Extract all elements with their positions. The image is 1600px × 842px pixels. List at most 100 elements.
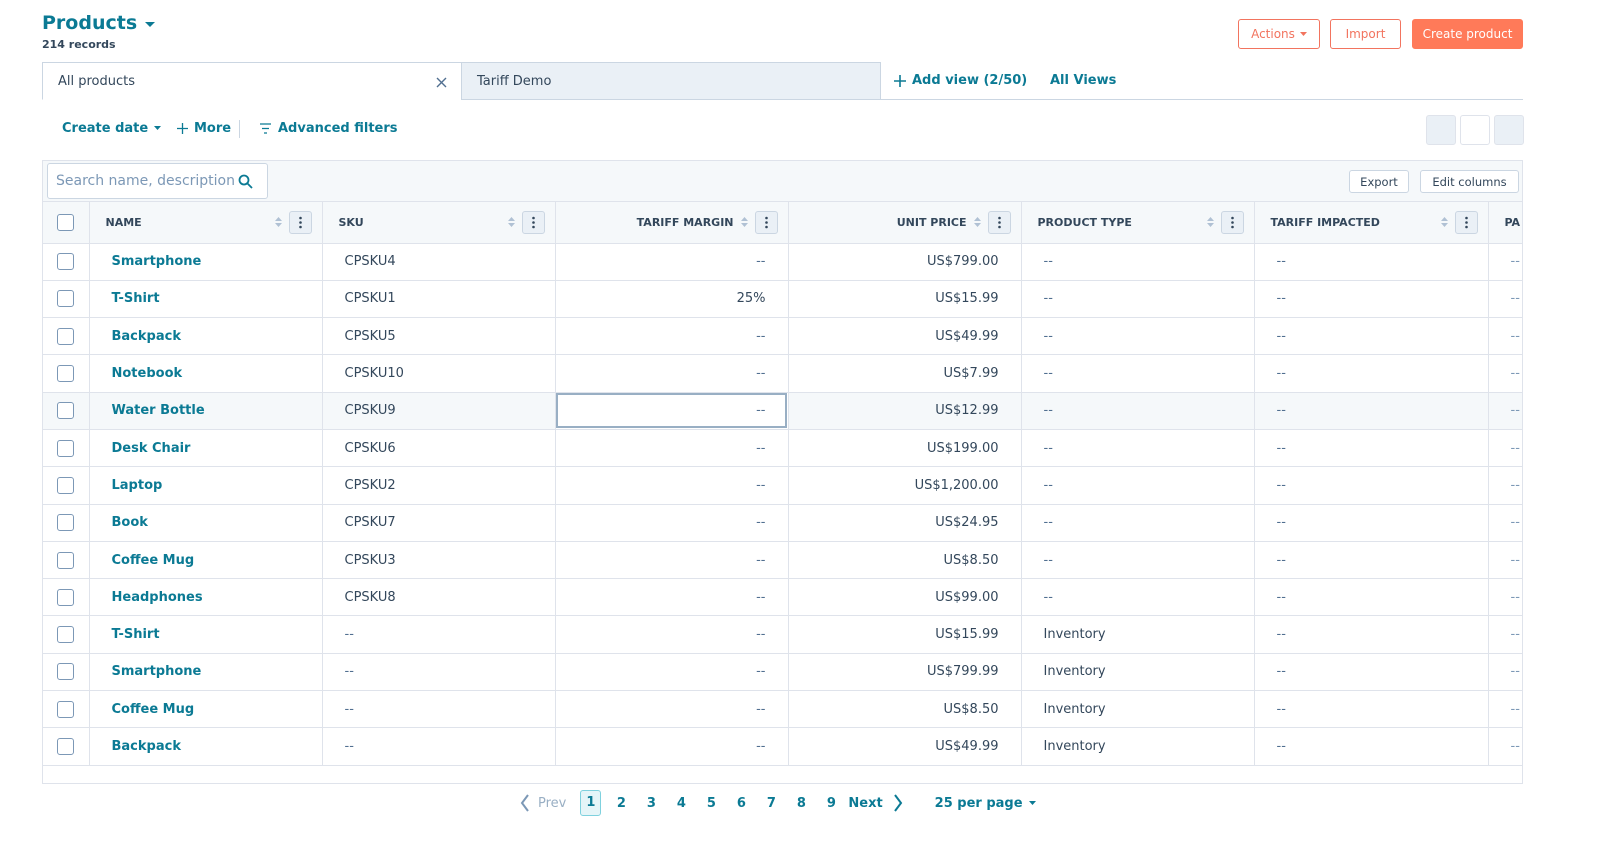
product-name-link[interactable]: Coffee Mug	[89, 541, 323, 580]
product-name-link[interactable]: Book	[89, 504, 323, 542]
save-button[interactable]	[1494, 115, 1524, 145]
all-views[interactable]: All Views	[1050, 73, 1117, 88]
per-page-select[interactable]: 25 per page	[935, 796, 1036, 811]
column-header[interactable]: TARIFF MARGIN	[555, 202, 789, 244]
table-cell: --	[1254, 354, 1489, 393]
product-name-link[interactable]: Desk Chair	[89, 429, 323, 468]
page-number[interactable]: 2	[616, 795, 626, 811]
table-row: Smartphone -- -- US$799.99 Inventory -- --	[43, 653, 1522, 692]
tab[interactable]: All products	[42, 62, 462, 100]
more-filter[interactable]: More	[177, 121, 231, 136]
checkbox[interactable]	[57, 700, 75, 718]
table-cell: CPSKU5	[322, 317, 556, 356]
checkbox[interactable]	[57, 476, 75, 494]
import-button[interactable]: Import	[1330, 19, 1401, 49]
checkbox[interactable]	[57, 213, 75, 231]
table-cell: US$799.00	[788, 243, 1022, 281]
table-cell: --	[1488, 504, 1522, 542]
checkbox[interactable]	[57, 588, 75, 606]
actions-button[interactable]: Actions	[1238, 19, 1320, 49]
page-number[interactable]: 8	[796, 795, 806, 811]
product-name-link[interactable]: Backpack	[89, 727, 323, 766]
prev-button[interactable]: Prev	[520, 794, 566, 812]
column-header[interactable]: PRODUCT TYPE	[1021, 202, 1255, 244]
export-button[interactable]: Export	[1349, 170, 1409, 193]
product-name-link[interactable]: T-Shirt	[89, 280, 323, 319]
page-number[interactable]: 1	[580, 790, 602, 816]
column-menu[interactable]	[1220, 211, 1244, 234]
column-header[interactable]: UNIT PRICE	[788, 202, 1022, 244]
checkbox[interactable]	[57, 365, 75, 383]
table-cell: --	[555, 541, 789, 580]
column-menu[interactable]	[987, 211, 1011, 234]
checkbox[interactable]	[57, 327, 75, 345]
table-cell: --	[555, 690, 789, 729]
tab[interactable]: Tariff Demo	[461, 62, 881, 100]
column-label: SKU	[338, 215, 364, 229]
product-name-link[interactable]: Backpack	[89, 317, 323, 356]
sort-icon[interactable]	[740, 216, 748, 229]
create-date-filter[interactable]: Create date	[62, 121, 162, 136]
chevron-left	[520, 794, 529, 812]
add-view[interactable]: Add view (2/50)	[894, 73, 1027, 88]
table-cell: CPSKU2	[322, 466, 556, 505]
checkbox[interactable]	[57, 514, 75, 532]
column-menu[interactable]	[1454, 211, 1478, 234]
product-name-link[interactable]: Headphones	[89, 578, 323, 617]
product-name-link[interactable]: Smartphone	[89, 653, 323, 692]
sort-icon[interactable]	[507, 216, 515, 229]
column-menu[interactable]	[288, 211, 312, 234]
page-number[interactable]: 6	[736, 795, 746, 811]
copy-button[interactable]	[1460, 115, 1490, 145]
column-menu[interactable]	[521, 211, 545, 234]
product-name-link[interactable]: Water Bottle	[89, 392, 323, 430]
column-header[interactable]: TARIFF IMPACTED	[1254, 202, 1489, 244]
sort-icon[interactable]	[1440, 216, 1448, 229]
product-name-link[interactable]: Coffee Mug	[89, 690, 323, 729]
table-cell: --	[1488, 653, 1522, 692]
column-header[interactable]: SKU	[322, 202, 556, 244]
table-cell: CPSKU7	[322, 504, 556, 542]
search-input[interactable]: Search name, description	[47, 163, 268, 199]
undo-button[interactable]	[1426, 115, 1456, 145]
table-cell: --	[1254, 727, 1489, 766]
page-number[interactable]: 3	[646, 795, 656, 811]
checkbox[interactable]	[57, 290, 75, 308]
checkbox[interactable]	[57, 402, 75, 420]
column-header[interactable]: NAME	[89, 202, 323, 244]
page-number[interactable]: 9	[826, 795, 836, 811]
close-icon[interactable]	[436, 77, 447, 88]
product-name-link[interactable]: Laptop	[89, 466, 323, 505]
product-name-link[interactable]: Smartphone	[89, 243, 323, 281]
checkbox[interactable]	[57, 738, 75, 755]
next-button[interactable]: Next	[848, 794, 902, 812]
checkbox[interactable]	[57, 551, 75, 569]
page-number[interactable]: 7	[766, 795, 776, 811]
sort-icon[interactable]	[1206, 216, 1214, 229]
product-name-link[interactable]: T-Shirt	[89, 615, 323, 654]
sort-icon[interactable]	[973, 216, 981, 229]
create-button[interactable]: Create product	[1412, 19, 1523, 49]
caret	[154, 126, 162, 130]
sort-icon[interactable]	[274, 216, 282, 229]
table-row: Desk Chair CPSKU6 -- US$199.00 -- -- --	[43, 429, 1522, 468]
search-icon	[238, 174, 253, 189]
table-cell: --	[1254, 280, 1489, 319]
table-cell: --	[1488, 541, 1522, 580]
table-cell: CPSKU4	[322, 243, 556, 281]
page-number[interactable]: 5	[706, 795, 716, 811]
column-menu[interactable]	[754, 211, 778, 234]
column-header[interactable]: PA	[1488, 202, 1522, 244]
checkbox[interactable]	[57, 439, 75, 457]
checkbox[interactable]	[57, 253, 75, 271]
table-row: Headphones CPSKU8 -- US$99.00 -- -- --	[43, 578, 1522, 617]
checkbox[interactable]	[57, 663, 75, 681]
advanced-filters[interactable]: Advanced filters	[259, 121, 398, 136]
checkbox[interactable]	[57, 626, 75, 644]
product-name-link[interactable]: Notebook	[89, 354, 323, 393]
page-number[interactable]: 4	[676, 795, 686, 811]
page-title[interactable]: Products	[42, 12, 156, 34]
table-cell: --	[1254, 541, 1489, 580]
caret	[1028, 800, 1036, 805]
edit-columns-button[interactable]: Edit columns	[1420, 170, 1519, 193]
